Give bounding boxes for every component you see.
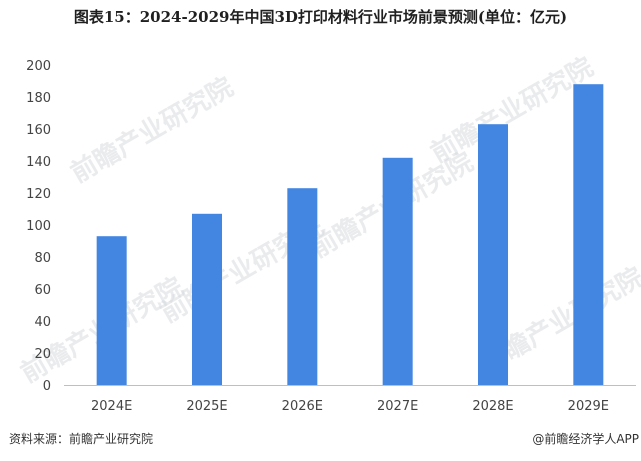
y-tick-label: 140 [26,155,51,170]
bar-2025E [192,213,222,385]
bar-2029E [573,84,604,385]
brand-credit: @前瞻经济学人APP [532,432,639,446]
y-tick-label: 0 [43,379,51,394]
x-tick-label: 2028E [472,399,513,414]
y-tick-label: 200 [26,59,51,74]
x-tick-label: 2029E [568,399,609,414]
y-tick-label: 180 [26,91,51,106]
x-tick-label: 2026E [282,399,323,414]
bar-2026E [287,188,318,385]
x-tick-label: 2025E [186,399,227,414]
y-tick-label: 40 [34,315,51,330]
y-tick-label: 160 [26,123,51,138]
y-tick-label: 100 [26,219,51,234]
y-tick-label: 80 [34,251,51,266]
bar-2028E [478,124,508,385]
y-tick-label: 60 [34,283,51,298]
y-tick-label: 20 [34,347,51,362]
bar-2027E [382,157,413,385]
source-note: 资料来源：前瞻产业研究院 [9,432,154,446]
x-tick-label: 2024E [91,399,132,414]
bar-2024E [96,236,127,385]
y-tick-label: 120 [26,187,51,202]
x-tick-label: 2027E [377,399,418,414]
chart-title: 图表15：2024-2029年中国3D打印材料行业市场前景预测(单位：亿元) [73,8,568,26]
